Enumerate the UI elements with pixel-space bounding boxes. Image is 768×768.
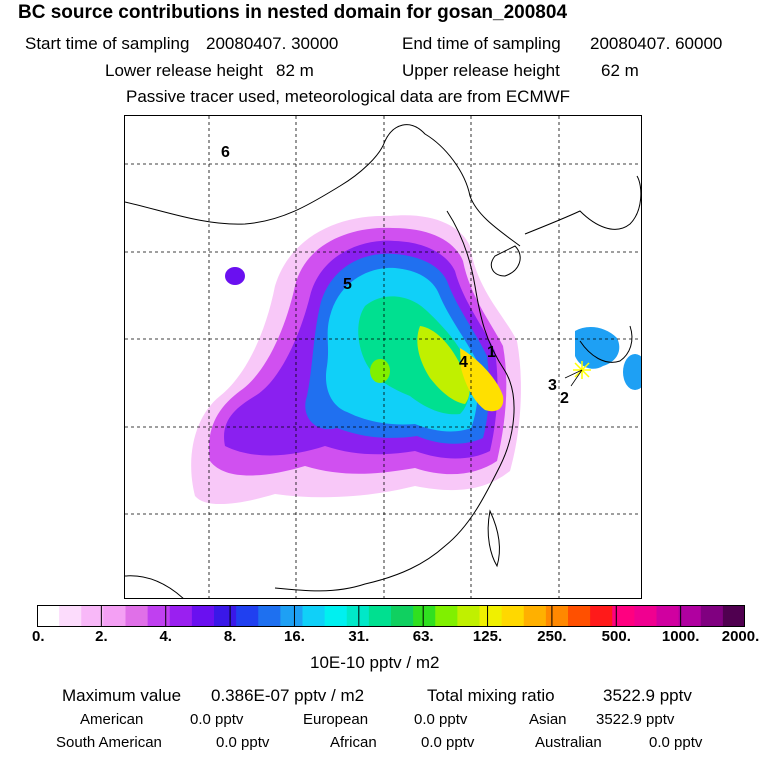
colorbar-swatch xyxy=(435,605,458,627)
colorbar-ticks: 0. 2. 4. 8. 16. 31. 63. 125. 250. 500. 1000. 2000. xyxy=(0,628,768,648)
plume-green-spot xyxy=(370,359,390,383)
start-time-value: 20080407. 30000 xyxy=(206,34,339,53)
plume-layers xyxy=(191,215,641,505)
american-label: American xyxy=(80,711,144,728)
colorbar-tick-label: 250. xyxy=(537,628,567,645)
coast-taiwan xyxy=(487,509,500,568)
colorbar-swatch xyxy=(59,605,82,627)
colorbar-swatch xyxy=(722,605,746,627)
european-label: European xyxy=(303,711,369,728)
colorbar-tick-label: 2000. xyxy=(721,628,760,645)
end-time-label: End time of sampling xyxy=(402,34,561,53)
concentration-map: 6 5 4 1 3 2 xyxy=(124,115,642,599)
south-american-label: South American xyxy=(56,734,162,751)
plume-korea xyxy=(575,326,620,369)
coastlines xyxy=(125,124,641,598)
colorbar-swatch xyxy=(125,605,149,627)
colorbar-tick-label: 500. xyxy=(601,628,631,645)
european-value: 0.0 pptv xyxy=(414,711,468,728)
colorbar-swatch xyxy=(590,605,613,627)
colorbar-swatch xyxy=(391,605,414,627)
region-label-2: 2 xyxy=(560,390,569,407)
colorbar-tick-label: 2. xyxy=(95,628,108,645)
australian-value: 0.0 pptv xyxy=(649,734,703,751)
colorbar-border xyxy=(37,605,745,627)
max-value-label: Maximum value xyxy=(62,686,182,705)
upper-release-label: Upper release height xyxy=(402,61,560,80)
colorbar-swatch xyxy=(280,605,303,627)
start-time-label: Start time of sampling xyxy=(25,34,190,53)
african-label: African xyxy=(330,734,377,751)
lower-release-label: Lower release height xyxy=(105,61,263,80)
colorbar xyxy=(37,605,746,627)
coast-china-north xyxy=(125,124,521,247)
colorbar-swatch xyxy=(147,605,171,627)
coast-korea xyxy=(524,175,641,235)
colorbar-swatch xyxy=(258,605,281,627)
max-value: 0.386E-07 pptv / m2 xyxy=(211,686,365,705)
colorbar-svg xyxy=(37,605,746,627)
colorbar-swatch xyxy=(413,605,436,627)
colorbar-swatch xyxy=(656,605,680,627)
south-american-value: 0.0 pptv xyxy=(216,734,270,751)
american-value: 0.0 pptv xyxy=(190,711,244,728)
colorbar-tick-label: 4. xyxy=(159,628,172,645)
lower-release-value: 82 m xyxy=(276,61,314,80)
colorbar-swatch xyxy=(37,605,60,627)
colorbar-tick-label: 8. xyxy=(223,628,237,645)
australian-label: Australian xyxy=(535,734,602,751)
map-canvas: 6 5 4 1 3 2 xyxy=(125,116,641,598)
colorbar-swatch xyxy=(324,605,348,627)
colorbar-swatch xyxy=(214,605,237,627)
colorbar-swatch xyxy=(700,605,724,627)
colorbar-tick-label: 125. xyxy=(472,628,503,645)
plume-spot-jeju-east xyxy=(623,354,641,390)
colorbar-tick-label: 16. xyxy=(284,628,305,645)
colorbar-tick-label: 0. xyxy=(31,628,45,645)
region-label-5: 5 xyxy=(343,276,352,293)
colorbar-tick-label: 63. xyxy=(412,628,434,645)
region-label-3: 3 xyxy=(548,377,557,394)
total-mixing-value: 3522.9 pptv xyxy=(603,686,692,705)
colorbar-tick-label: 1000. xyxy=(661,628,700,645)
asian-label: Asian xyxy=(529,711,567,728)
colorbar-swatch xyxy=(368,605,392,627)
region-label-4: 4 xyxy=(459,354,468,371)
region-label-1: 1 xyxy=(487,344,496,361)
colorbar-swatch xyxy=(103,605,126,627)
colorbar-swatch xyxy=(634,605,657,627)
receptor-lines xyxy=(564,369,583,387)
colorbar-swatch xyxy=(678,605,702,627)
region-label-6: 6 xyxy=(221,144,230,161)
coast-bay xyxy=(490,245,521,277)
colorbar-swatch xyxy=(346,605,370,627)
coast-southwest xyxy=(125,575,184,598)
african-value: 0.0 pptv xyxy=(421,734,475,751)
plot-title: BC source contributions in nested domain… xyxy=(18,2,568,23)
colorbar-swatch xyxy=(457,605,480,627)
colorbar-units: 10E-10 pptv / m2 xyxy=(310,653,440,672)
colorbar-swatch xyxy=(545,605,569,627)
colorbar-swatch xyxy=(501,605,525,627)
colorbar-swatch xyxy=(191,605,215,627)
grid xyxy=(125,116,641,598)
colorbar-swatch xyxy=(302,605,326,627)
coast-korea-south xyxy=(579,325,633,363)
colorbar-swatch xyxy=(81,605,104,627)
asian-value: 3522.9 pptv xyxy=(596,711,675,728)
colorbar-swatch xyxy=(523,605,547,627)
colorbar-tick-label: 31. xyxy=(348,628,370,645)
plume-yellow-green xyxy=(417,326,470,404)
total-mixing-label: Total mixing ratio xyxy=(427,686,555,705)
colorbar-swatch xyxy=(568,605,591,627)
colorbar-swatch xyxy=(169,605,193,627)
colorbar-swatch xyxy=(479,605,503,627)
upper-release-value: 62 m xyxy=(601,61,639,80)
colorbar-swatch xyxy=(236,605,259,627)
colorbar-swatch xyxy=(612,605,635,627)
plume-spot-west xyxy=(225,267,245,285)
end-time-value: 20080407. 60000 xyxy=(590,34,723,53)
coast-china-east xyxy=(274,210,515,592)
tracer-note: Passive tracer used, meteorological data… xyxy=(126,87,571,106)
